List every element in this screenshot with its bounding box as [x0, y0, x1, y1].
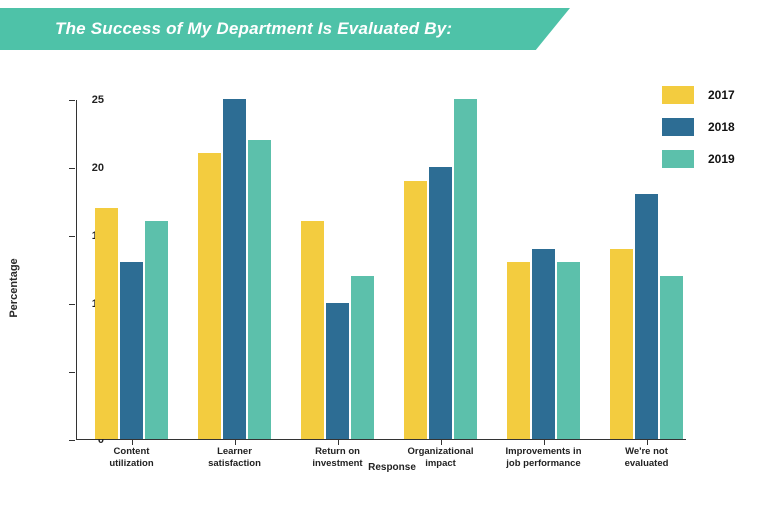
y-tick-label: 20 [80, 162, 104, 174]
y-tick-label: 25 [80, 94, 104, 106]
bar [120, 262, 143, 439]
bar [145, 221, 168, 439]
legend-item: 2019 [662, 150, 760, 168]
y-axis-label: Percentage [8, 258, 20, 317]
y-tick [69, 372, 75, 373]
bar [351, 276, 374, 439]
legend-label: 2017 [708, 88, 735, 102]
legend-swatch [662, 118, 694, 136]
page-title: The Success of My Department Is Evaluate… [55, 8, 452, 50]
bar [610, 249, 633, 439]
legend-item: 2017 [662, 86, 760, 104]
category-label: We're notevaluated [602, 446, 692, 470]
y-tick [69, 304, 75, 305]
title-banner: The Success of My Department Is Evaluate… [0, 8, 768, 50]
x-tick [441, 440, 442, 445]
bar [507, 262, 530, 439]
bar [557, 262, 580, 439]
bar [198, 153, 221, 439]
bar [660, 276, 683, 439]
bar [326, 303, 349, 439]
x-tick [544, 440, 545, 445]
bar [429, 167, 452, 439]
bar [404, 181, 427, 439]
y-tick [69, 100, 75, 101]
plot-area: 0510152025ContentutilizationLearnersatis… [76, 100, 686, 440]
category-label: Improvements injob performance [499, 446, 589, 470]
legend-item: 2018 [662, 118, 760, 136]
bar [532, 249, 555, 439]
bar [454, 99, 477, 439]
y-tick [69, 440, 75, 441]
legend-swatch [662, 86, 694, 104]
bar [301, 221, 324, 439]
x-tick [338, 440, 339, 445]
bar [223, 99, 246, 439]
x-tick [132, 440, 133, 445]
x-tick [647, 440, 648, 445]
legend-label: 2019 [708, 152, 735, 166]
y-tick [69, 236, 75, 237]
y-tick [69, 168, 75, 169]
category-label: Contentutilization [87, 446, 177, 470]
bar [248, 140, 271, 439]
legend-label: 2018 [708, 120, 735, 134]
bar [635, 194, 658, 439]
bar [95, 208, 118, 439]
category-label: Learnersatisfaction [190, 446, 280, 470]
legend-swatch [662, 150, 694, 168]
x-axis-label: Response [368, 462, 416, 473]
x-tick [235, 440, 236, 445]
legend: 2017 2018 2019 [662, 86, 760, 182]
chart-container: Percentage 0510152025ContentutilizationL… [42, 80, 742, 495]
